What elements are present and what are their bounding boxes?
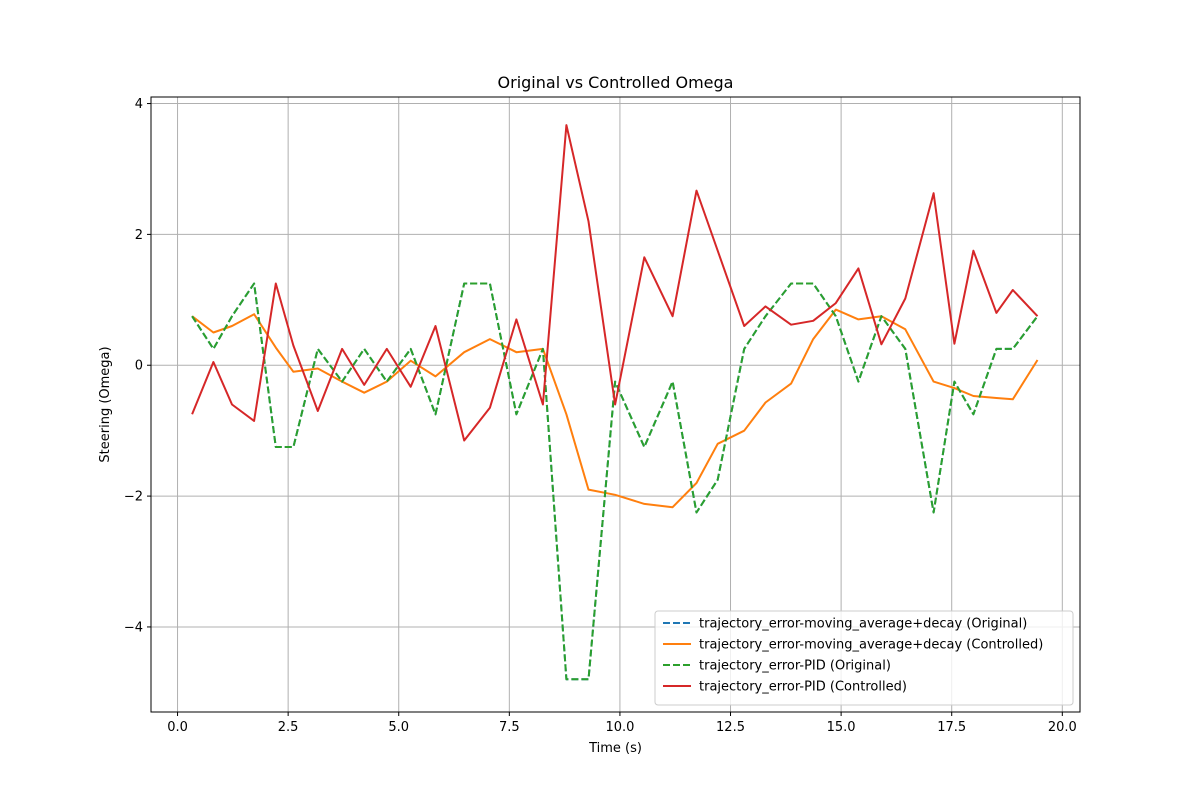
x-tick-label: 2.5: [278, 720, 299, 735]
series-line-4: [191, 124, 1039, 442]
y-axis-label: Steering (Omega): [98, 346, 113, 462]
y-tick-label: −2: [124, 490, 143, 505]
legend-label: trajectory_error-PID (Original): [699, 659, 891, 674]
plot-frame: [150, 96, 1081, 713]
x-tick-label: 10.0: [605, 720, 634, 735]
y-tick-label: −4: [124, 620, 143, 635]
x-tick-label: 17.5: [937, 720, 966, 735]
legend: trajectory_error-moving_average+decay (O…: [654, 610, 1074, 706]
x-tick-label: 20.0: [1048, 720, 1077, 735]
x-tick-label: 12.5: [716, 720, 745, 735]
axis-ticks: 0.0 2.5 5.0 7.5 10.0 12.5 15.0 17.5 20.0 −4 −2 0 2 4: [124, 97, 1077, 735]
legend-box: [654, 610, 1074, 706]
y-tick-label: 4: [135, 97, 143, 112]
legend-label: trajectory_error-moving_average+decay (C…: [699, 638, 1043, 653]
x-tick-label: 5.0: [388, 720, 409, 735]
x-tick-label: 0.0: [167, 720, 188, 735]
series-line-3: [191, 282, 1039, 681]
x-tick-label: 15.0: [827, 720, 856, 735]
x-tick-label: 7.5: [499, 720, 520, 735]
series-line-2: [191, 308, 1039, 509]
y-tick-label: 0: [135, 359, 143, 374]
legend-label: trajectory_error-PID (Controlled): [699, 680, 907, 695]
legend-label: trajectory_error-moving_average+decay (O…: [699, 617, 1027, 632]
x-axis-label: Time (s): [588, 741, 642, 756]
series-lines: [191, 124, 1039, 681]
chart-title: Original vs Controlled Omega: [498, 73, 734, 92]
y-tick-label: 2: [135, 228, 143, 243]
